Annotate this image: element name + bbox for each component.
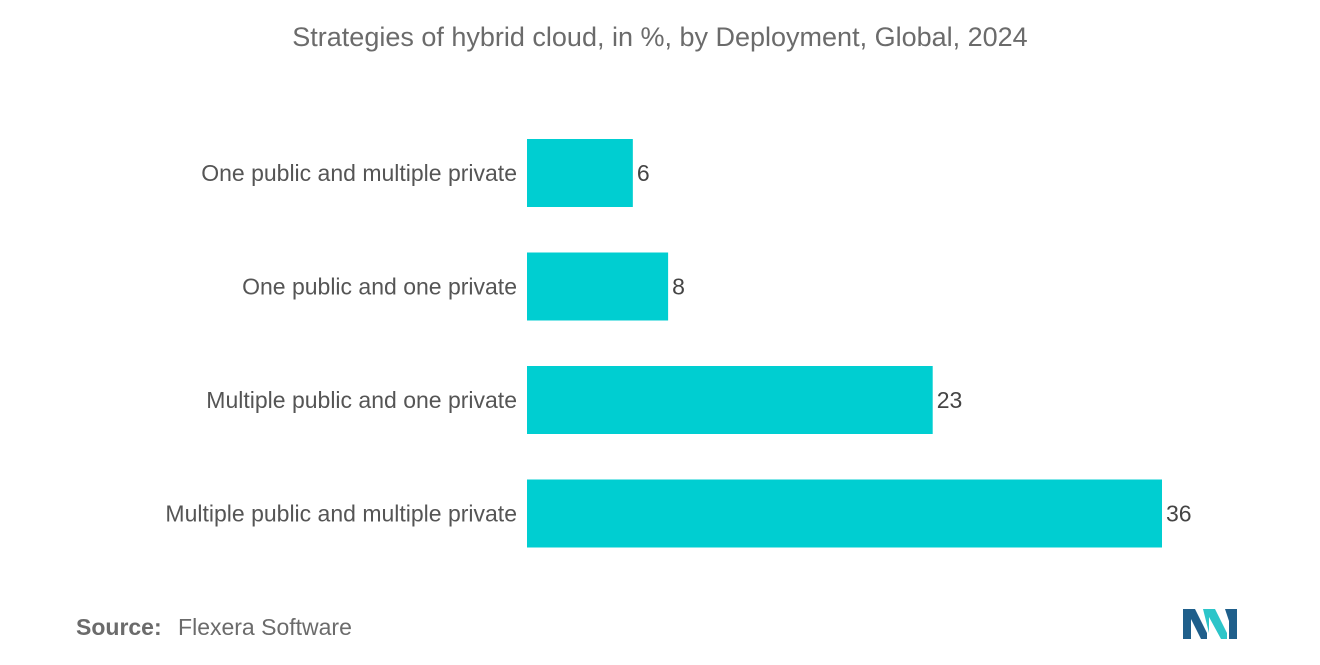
category-label-0: One public and multiple private (201, 160, 517, 186)
bar-1 (527, 252, 669, 321)
category-label-1: One public and one private (242, 274, 517, 300)
category-label-3: Multiple public and multiple private (165, 501, 517, 527)
logo-shape-left (1183, 609, 1207, 639)
brand-logo (1183, 609, 1237, 639)
value-label-1: 8 (672, 274, 685, 300)
source-note: Source: Flexera Software (76, 614, 352, 641)
value-label-0: 6 (637, 160, 650, 186)
source-label: Source: (76, 614, 162, 640)
value-label-3: 36 (1166, 501, 1192, 527)
category-label-2: Multiple public and one private (206, 387, 517, 413)
bar-3 (527, 479, 1162, 548)
source-value: Flexera Software (178, 614, 352, 640)
logo-shape-mid (1203, 609, 1227, 639)
bar-0 (527, 139, 633, 207)
logo-shape-right (1225, 609, 1237, 639)
bar-2 (527, 366, 933, 434)
value-label-2: 23 (937, 387, 963, 413)
bars-layer: One public and multiple private 6 One publ… (165, 139, 1192, 548)
chart-title: Strategies of hybrid cloud, in %, by Dep… (292, 22, 1028, 52)
